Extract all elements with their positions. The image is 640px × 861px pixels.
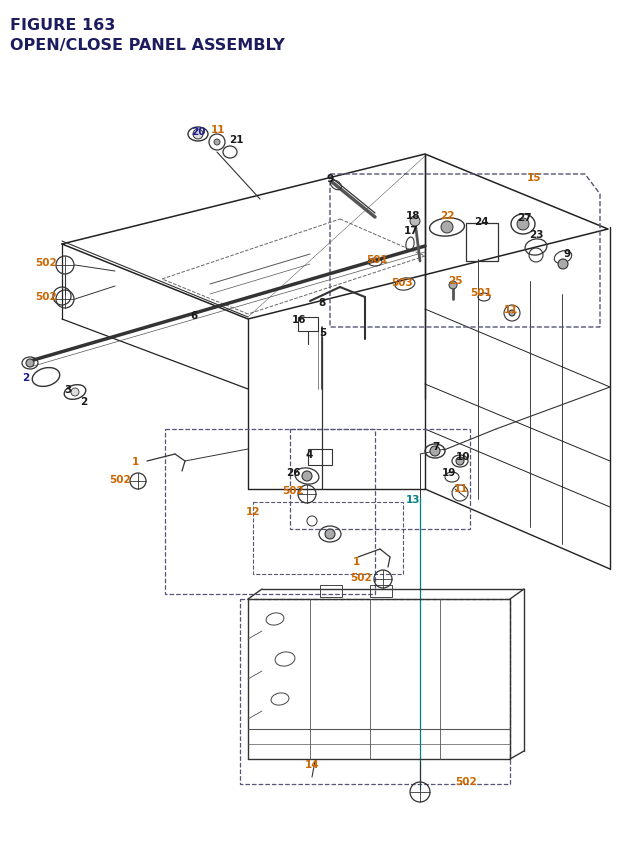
Text: 26: 26 — [285, 468, 300, 478]
Text: 501: 501 — [470, 288, 492, 298]
Text: 15: 15 — [527, 173, 541, 183]
Circle shape — [456, 457, 464, 466]
Text: 11: 11 — [454, 483, 468, 493]
Text: FIGURE 163: FIGURE 163 — [10, 18, 115, 33]
Bar — [165, 430, 375, 594]
Text: OPEN/CLOSE PANEL ASSEMBLY: OPEN/CLOSE PANEL ASSEMBLY — [10, 38, 285, 53]
Text: 503: 503 — [391, 278, 413, 288]
Text: 502: 502 — [455, 776, 477, 786]
Circle shape — [509, 311, 515, 317]
Circle shape — [517, 219, 529, 231]
Text: 3: 3 — [65, 385, 72, 394]
Bar — [466, 224, 498, 262]
Text: 8: 8 — [318, 298, 326, 307]
Text: 16: 16 — [292, 314, 307, 325]
Text: 2: 2 — [22, 373, 29, 382]
Bar — [240, 599, 510, 784]
Text: 502: 502 — [35, 292, 57, 301]
Text: 10: 10 — [456, 451, 470, 461]
Circle shape — [325, 530, 335, 539]
Circle shape — [71, 388, 79, 397]
Text: 501: 501 — [366, 255, 388, 264]
Text: 24: 24 — [474, 217, 488, 226]
Circle shape — [558, 260, 568, 269]
Text: 1: 1 — [131, 456, 139, 467]
Text: 25: 25 — [448, 276, 462, 286]
Text: 4: 4 — [305, 449, 313, 460]
Text: 6: 6 — [190, 311, 198, 320]
Text: 19: 19 — [442, 468, 456, 478]
Circle shape — [410, 217, 420, 226]
Text: 21: 21 — [228, 135, 243, 145]
Text: 14: 14 — [305, 759, 319, 769]
Text: 20: 20 — [191, 127, 205, 137]
Text: 502: 502 — [35, 257, 57, 268]
Text: 17: 17 — [404, 226, 419, 236]
Bar — [320, 585, 342, 598]
Text: 11: 11 — [211, 125, 225, 135]
Circle shape — [441, 222, 453, 233]
Text: 5: 5 — [319, 328, 326, 338]
Text: 13: 13 — [406, 494, 420, 505]
Bar — [290, 430, 470, 530]
Bar — [370, 585, 392, 598]
Text: 1: 1 — [353, 556, 360, 567]
Circle shape — [214, 139, 220, 146]
Text: 18: 18 — [406, 211, 420, 220]
Bar — [253, 503, 403, 574]
Text: 22: 22 — [440, 211, 454, 220]
Text: 9: 9 — [326, 174, 333, 183]
Text: 7: 7 — [432, 442, 440, 451]
Text: 27: 27 — [516, 213, 531, 223]
Text: 502: 502 — [109, 474, 131, 485]
Text: 502: 502 — [350, 573, 372, 582]
Text: 9: 9 — [563, 249, 571, 258]
Circle shape — [449, 282, 457, 289]
Text: 2: 2 — [81, 397, 88, 406]
Bar — [298, 318, 318, 331]
Circle shape — [430, 447, 440, 456]
Circle shape — [26, 360, 34, 368]
Text: 12: 12 — [246, 506, 260, 517]
Text: 502: 502 — [282, 486, 304, 495]
Circle shape — [302, 472, 312, 481]
Bar — [308, 449, 332, 466]
Text: 23: 23 — [529, 230, 543, 239]
Circle shape — [193, 130, 203, 139]
Text: 11: 11 — [504, 305, 518, 314]
